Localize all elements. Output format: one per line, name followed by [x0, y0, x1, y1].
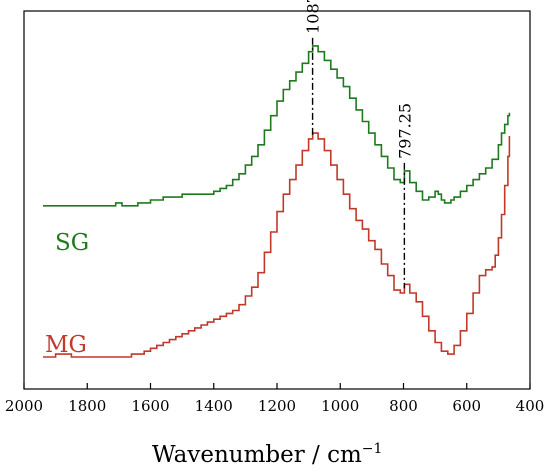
x-axis-title: Wavenumber / cm−1 — [152, 441, 382, 468]
annotation-label: 1087.47 — [304, 0, 323, 34]
series-label-sg: SG — [55, 230, 89, 256]
annotation-layer: 1087.47 797.25 — [304, 0, 414, 289]
x-tick-label: 1000 — [321, 397, 359, 415]
x-tick-label: 600 — [452, 397, 481, 415]
x-tick-label: 1400 — [195, 397, 233, 415]
series-line-sg — [43, 45, 511, 207]
annotation-label: 797.25 — [395, 103, 414, 159]
x-axis-ticks: 2000 1800 1600 1400 1200 1000 800 600 400 — [5, 383, 544, 415]
x-tick-label: 1800 — [68, 397, 106, 415]
x-tick-label: 2000 — [5, 397, 43, 415]
series-label-mg: MG — [45, 332, 87, 358]
x-tick-label: 800 — [389, 397, 418, 415]
x-axis-title-superscript: −1 — [362, 441, 383, 457]
x-tick-label: 1200 — [258, 397, 296, 415]
series-line-mg — [43, 132, 511, 358]
x-tick-label: 400 — [516, 397, 545, 415]
series-layer — [43, 45, 511, 358]
x-tick-label: 1600 — [131, 397, 169, 415]
x-axis-title-text: Wavenumber / cm — [152, 442, 362, 468]
